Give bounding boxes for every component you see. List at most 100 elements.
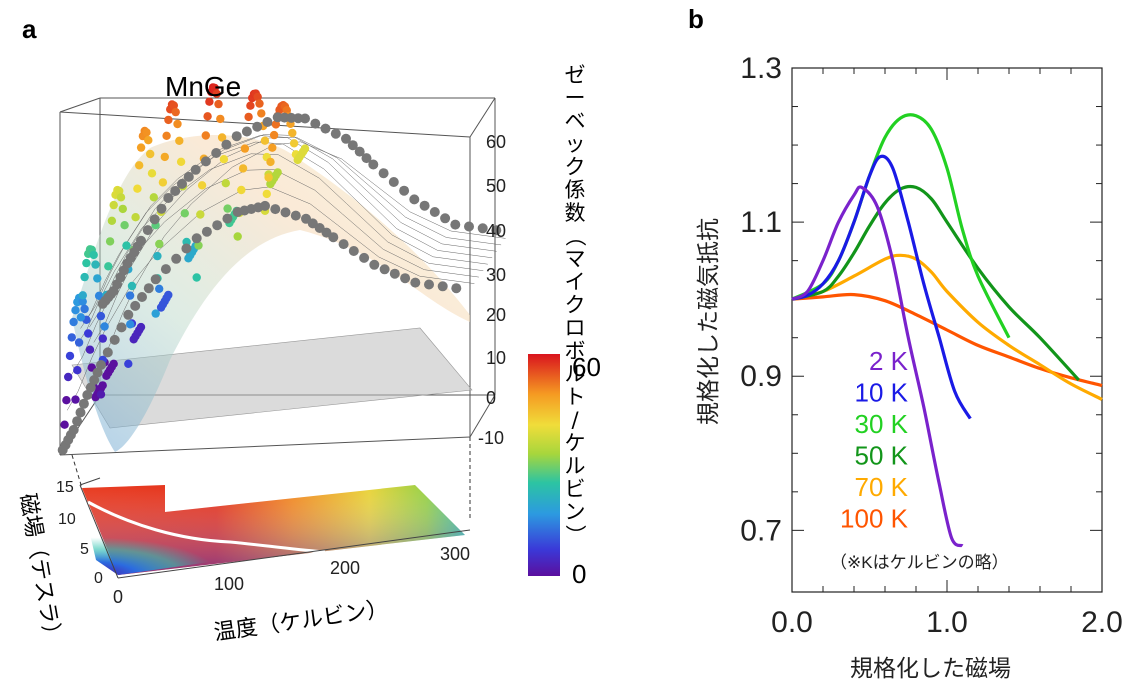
sweep-point <box>240 144 250 153</box>
y-tick: 5 <box>80 541 89 558</box>
sweep-point <box>84 329 93 338</box>
zero-field-point <box>75 407 86 418</box>
zero-field-point <box>262 117 273 127</box>
y-tick: 15 <box>56 479 74 496</box>
zero-field-point <box>341 133 351 144</box>
sweep-point <box>171 107 180 117</box>
z-axis-title-char: ベ <box>565 109 586 133</box>
z-tick: 40 <box>486 221 506 241</box>
zero-field-point <box>82 390 93 400</box>
zero-field-point <box>354 146 365 157</box>
sweep-point <box>271 120 281 129</box>
sweep-point <box>60 420 69 429</box>
sweep-point <box>194 241 203 250</box>
sweep-point <box>288 128 297 138</box>
series-line <box>791 253 1103 401</box>
sweep-point <box>69 317 78 327</box>
sweep-point <box>104 262 113 271</box>
zero-field-point <box>330 128 341 139</box>
sweep-point <box>126 320 135 329</box>
sweep-point <box>205 97 214 106</box>
zero-field-point <box>270 204 281 215</box>
sweep-point <box>62 396 71 405</box>
y-tick-label: 0.7 <box>740 514 782 547</box>
sweep-point <box>158 178 168 187</box>
colorbar-min: 0 <box>572 559 586 589</box>
sweep-point <box>289 139 299 148</box>
sweep-point <box>237 185 246 195</box>
sweep-point <box>67 333 77 342</box>
sweep-point <box>136 322 146 332</box>
y-tick-label: 0.9 <box>740 360 782 393</box>
zero-field-point <box>68 424 79 435</box>
legend-entry: 100 K <box>840 504 909 534</box>
zero-field-point <box>389 268 400 279</box>
colormap-plane <box>82 485 465 575</box>
sweep-point <box>71 395 80 404</box>
sweep-point <box>96 311 106 321</box>
sweep-point <box>266 157 275 167</box>
x-tick: 200 <box>330 558 360 578</box>
sweep-point <box>162 131 171 140</box>
sweep-point <box>180 209 189 218</box>
sweep-point <box>135 161 144 170</box>
sweep-point <box>109 359 118 368</box>
zero-field-point <box>130 300 141 311</box>
sweep-point <box>173 119 182 129</box>
x-tick-label: 1.0 <box>926 606 968 639</box>
zero-field-point <box>89 375 100 385</box>
x-axis-title-b: 規格化した磁場 <box>850 655 1011 681</box>
x-tick-label: 0.0 <box>771 606 813 639</box>
zero-field-point <box>451 283 462 294</box>
z-tick: -10 <box>478 428 504 448</box>
sweep-point <box>155 239 164 249</box>
sweep-point <box>65 351 75 361</box>
sweep-point <box>82 258 91 268</box>
sweep-point <box>212 89 221 98</box>
sweep-point <box>142 128 151 137</box>
z-axis-title-char: ン <box>565 500 586 524</box>
sweep-point <box>273 168 282 177</box>
zero-field-point <box>369 259 380 270</box>
note: （※Kはケルビンの略） <box>830 553 1009 572</box>
sweep-point <box>192 273 201 282</box>
zero-field-point <box>96 360 106 370</box>
zero-field-point <box>183 171 194 182</box>
sweep-point <box>221 179 230 188</box>
zero-field-point <box>280 207 291 218</box>
zero-field-point <box>170 186 181 196</box>
zero-field-point <box>419 200 430 211</box>
sweep-point <box>146 149 155 159</box>
sweep-point <box>257 109 266 118</box>
mesh-line <box>80 141 488 329</box>
sweep-point <box>116 193 126 202</box>
x-axis-title: 温度（ケルビン） <box>212 596 390 645</box>
zero-field-point <box>149 214 160 225</box>
zero-field-point <box>143 283 154 294</box>
sweep-point <box>91 260 100 269</box>
sweep-point <box>63 372 73 382</box>
y-axis-title-b: 規格化した磁気抵抗 <box>695 218 721 425</box>
sweep-point <box>223 204 232 213</box>
sweep-point <box>160 152 169 162</box>
panel-a-label: a <box>22 14 37 44</box>
legend-entry: 70 K <box>855 472 909 502</box>
zero-field-point <box>201 226 212 237</box>
z-axis-title-char: 係 <box>565 178 586 202</box>
z-axis-title-char: ク <box>565 155 586 179</box>
sweep-point <box>219 155 229 164</box>
zero-field-point <box>410 277 421 288</box>
zero-field-point <box>348 246 359 256</box>
zero-field-point <box>388 177 399 187</box>
zero-field-point <box>137 292 147 302</box>
sweep-point <box>107 216 117 225</box>
zero-field-point <box>347 140 358 151</box>
legend-entry: 50 K <box>855 441 909 471</box>
sweep-point <box>76 313 86 322</box>
zero-field-point <box>409 194 420 205</box>
panel-b-label: b <box>688 4 704 34</box>
legend-entry: 2 K <box>869 346 909 376</box>
